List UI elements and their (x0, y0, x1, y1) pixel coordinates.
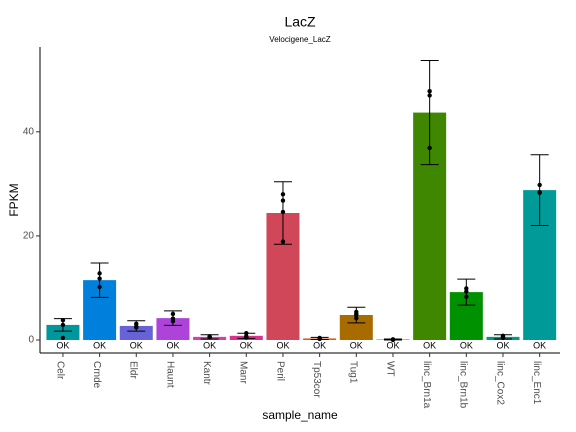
x-tick-label: Haunt (164, 361, 175, 388)
data-point (244, 331, 249, 336)
bar (46, 324, 80, 340)
data-point (280, 192, 286, 197)
status-label: OK (240, 340, 253, 350)
data-point (97, 276, 102, 281)
data-point (354, 311, 359, 317)
status-label: OK (313, 340, 326, 350)
x-tick-label: Eldr (128, 361, 139, 379)
data-point (60, 322, 66, 328)
x-axis-title: sample_name (262, 408, 338, 422)
x-tick-label: Celr (54, 361, 65, 380)
data-point (537, 190, 542, 195)
data-point (97, 284, 102, 290)
data-point (244, 334, 249, 339)
data-point (464, 294, 469, 299)
x-tick-label: linc_Cox2 (494, 361, 505, 405)
data-point (207, 334, 212, 340)
x-tick-label: Kantr (201, 361, 212, 386)
x-tick-label: linc_Enc1 (531, 361, 542, 405)
bar (156, 318, 190, 340)
data-point (390, 337, 396, 343)
x-tick-label: linc_Brn1b (458, 361, 469, 409)
data-point (280, 209, 286, 215)
status-label: OK (496, 340, 509, 350)
data-point (280, 239, 286, 244)
x-tick-label: Tp53cor (311, 361, 322, 398)
data-point (500, 334, 506, 340)
x-tick-label: Peril (274, 361, 285, 381)
status-label: OK (460, 340, 473, 350)
data-point (97, 271, 102, 276)
x-tick-label: WT (384, 361, 395, 377)
data-point (170, 316, 176, 321)
status-label: OK (166, 340, 179, 350)
status-label: OK (423, 340, 436, 350)
data-point (464, 289, 469, 294)
data-point (464, 286, 469, 291)
y-tick-label: 20 (23, 231, 35, 242)
status-label: OK (350, 340, 363, 350)
status-label: OK (276, 340, 289, 350)
data-point (427, 89, 432, 94)
status-label: OK (56, 340, 69, 350)
y-tick-label: 0 (28, 335, 34, 346)
x-tick-label: linc_Brn1a (421, 361, 432, 409)
x-tick-label: Manr (238, 361, 249, 384)
status-label: OK (386, 340, 399, 350)
data-point (60, 335, 66, 341)
data-point (60, 318, 66, 323)
data-point (317, 336, 322, 341)
status-label: OK (93, 340, 106, 350)
x-tick-label: Crnde (91, 361, 102, 389)
bar (119, 325, 153, 340)
data-point (427, 93, 432, 98)
x-tick-label: Tug1 (348, 361, 359, 384)
status-label: OK (130, 340, 143, 350)
status-label: OK (533, 340, 546, 350)
chart-subtitle: Velocigene_LacZ (269, 35, 330, 44)
data-point (427, 145, 432, 151)
y-tick-label: 40 (23, 126, 35, 137)
status-label: OK (203, 340, 216, 350)
chart-title: LacZ (284, 14, 316, 30)
data-point (280, 198, 286, 203)
data-point (134, 325, 139, 330)
y-axis-title: FPKM (7, 183, 21, 216)
data-point (537, 182, 542, 188)
data-point (170, 311, 176, 317)
data-point (354, 315, 359, 321)
